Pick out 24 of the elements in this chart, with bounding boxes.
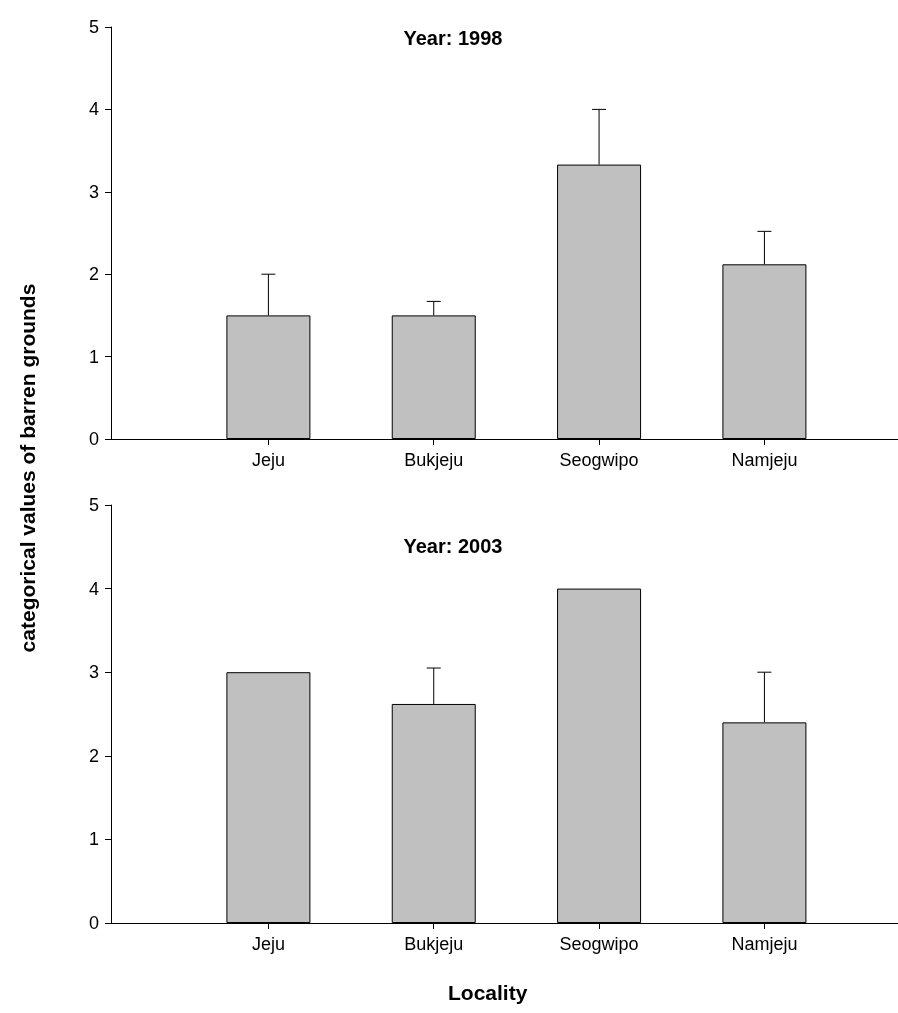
- chart-title: Year: 1998: [403, 27, 503, 49]
- x-tick-label: Seogwipo: [559, 450, 639, 470]
- x-tick-label: Jeju: [251, 934, 285, 954]
- y-tick-label: 1: [88, 829, 99, 850]
- y-tick-label: 1: [88, 346, 99, 367]
- y-tick-label: 4: [88, 99, 99, 120]
- x-tick-label: Namjeju: [731, 450, 798, 470]
- text: Year: 2003: [403, 535, 503, 557]
- y-axis-title: categorical values of barren grounds: [16, 283, 40, 653]
- y-tick-label: 5: [88, 17, 99, 37]
- x-tick-label: Bukjeju: [404, 934, 464, 954]
- y-tick-label: 0: [88, 913, 99, 933]
- x-tick-label: Bukjeju: [404, 450, 464, 470]
- x-tick-label: Namjeju: [731, 934, 798, 954]
- y-tick-label: 3: [88, 181, 99, 202]
- y-tick-label: 4: [88, 578, 99, 599]
- y-tick-label: 0: [88, 429, 99, 449]
- y-tick-label: 2: [88, 745, 99, 766]
- x-tick-label: Jeju: [251, 450, 285, 470]
- x-axis-title: Locality: [448, 981, 528, 1004]
- y-tick-label: 2: [88, 264, 99, 285]
- y-tick-label: 5: [88, 495, 99, 515]
- x-tick-label: Seogwipo: [559, 934, 639, 954]
- y-tick-label: 3: [88, 662, 99, 683]
